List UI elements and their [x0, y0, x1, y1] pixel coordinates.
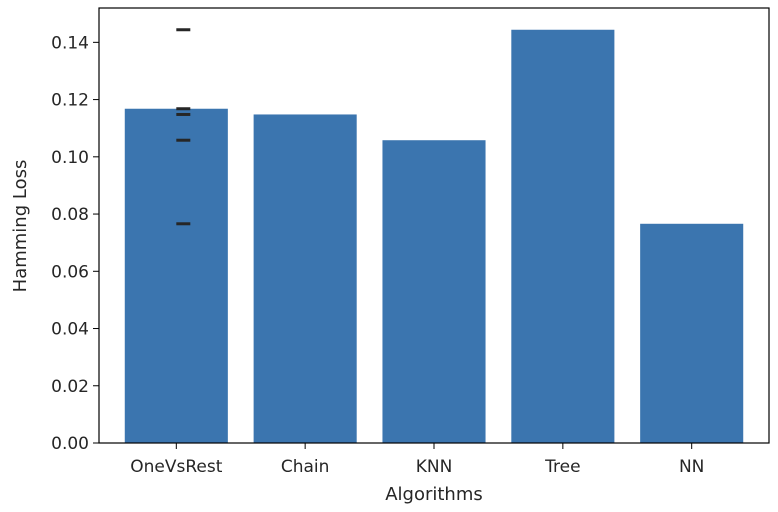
y-axis-label: Hamming Loss	[10, 160, 31, 293]
x-axis-ticks: OneVsRest Chain KNN Tree NN	[130, 443, 704, 477]
y-tick-label-3: 0.06	[51, 262, 89, 282]
bar-knn	[382, 140, 486, 443]
x-tick-label-chain: Chain	[281, 457, 330, 477]
plot-frame	[98, 7, 770, 444]
y-tick-label-6: 0.12	[51, 91, 89, 111]
bar-chain	[253, 114, 357, 444]
bars-group	[124, 29, 744, 444]
bar-nn	[640, 223, 744, 443]
bar-tree	[511, 29, 615, 443]
x-tick-label-tree: Tree	[544, 457, 580, 477]
x-axis-label: Algorithms	[385, 484, 483, 505]
y-tick-label-4: 0.08	[51, 205, 89, 225]
markers-group	[176, 28, 191, 226]
y-tick-label-0: 0.00	[51, 434, 89, 454]
y-tick-label-1: 0.02	[51, 377, 89, 397]
y-tick-label-5: 0.10	[51, 148, 89, 168]
y-tick-label-7: 0.14	[51, 33, 89, 53]
y-axis-ticks: 0.00 0.02 0.04 0.06 0.08 0.10 0.12 0.14	[51, 33, 99, 454]
x-tick-label-nn: NN	[679, 457, 704, 477]
x-tick-label-onevsrest: OneVsRest	[130, 457, 222, 477]
x-tick-label-knn: KNN	[416, 457, 453, 477]
y-tick-label-2: 0.04	[51, 320, 89, 340]
bar-onevsrest	[124, 108, 228, 444]
